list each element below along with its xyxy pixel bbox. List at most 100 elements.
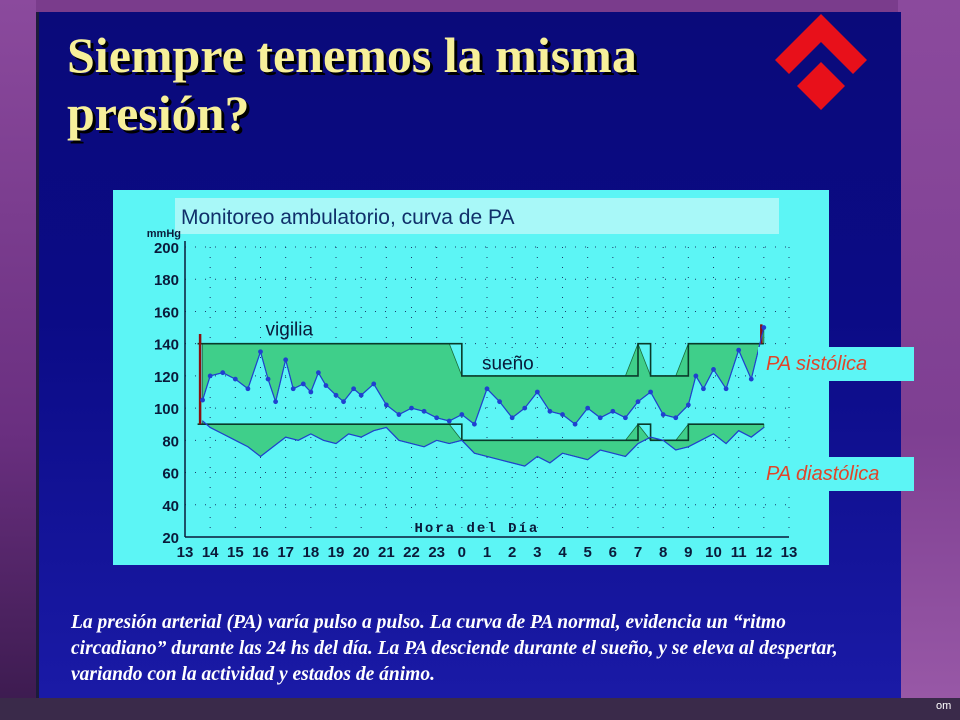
data-point xyxy=(761,325,767,330)
x-axis-label: Hora del Día xyxy=(415,521,540,537)
y-tick-label: 20 xyxy=(162,530,179,547)
data-point xyxy=(434,415,440,421)
x-tick-label: 0 xyxy=(458,544,466,561)
systolic-label: PA sistólica xyxy=(758,347,914,381)
data-point xyxy=(660,412,666,417)
data-point xyxy=(585,405,591,411)
x-tick-label: 9 xyxy=(684,544,692,561)
y-tick-label: 140 xyxy=(154,337,179,354)
data-point xyxy=(635,399,641,405)
data-point xyxy=(723,386,729,392)
y-tick-label: 200 xyxy=(154,240,179,257)
x-tick-label: 2 xyxy=(508,544,516,561)
x-tick-label: 1 xyxy=(483,544,491,561)
data-point xyxy=(351,386,357,392)
y-tick-label: 40 xyxy=(162,498,179,515)
data-point xyxy=(446,418,452,424)
x-tick-label: 14 xyxy=(202,544,219,561)
x-tick-label: 3 xyxy=(533,544,541,561)
data-point xyxy=(572,421,578,427)
slide-title: Siempre tenemos la misma presión? xyxy=(67,27,637,141)
y-axis-label: mmHg xyxy=(147,228,181,240)
slide: Siempre tenemos la misma presión? Monito… xyxy=(36,12,914,698)
data-point xyxy=(341,399,346,405)
sleep-annotation: sueño xyxy=(482,353,534,374)
data-point xyxy=(748,376,754,382)
x-tick-label: 8 xyxy=(659,544,667,561)
x-tick-label: 21 xyxy=(378,544,395,561)
data-point xyxy=(623,415,628,421)
y-tick-label: 120 xyxy=(154,369,179,386)
data-point xyxy=(685,402,691,408)
data-point xyxy=(396,412,402,417)
data-point xyxy=(673,415,679,421)
data-point xyxy=(308,389,314,395)
data-point xyxy=(459,412,465,417)
data-point xyxy=(522,405,528,411)
diastolic-limit-line xyxy=(197,423,764,442)
data-point xyxy=(258,349,263,355)
red-diamond-chevron-logo xyxy=(775,14,867,110)
data-point xyxy=(207,373,213,379)
data-point xyxy=(547,408,553,414)
data-point xyxy=(597,415,603,421)
x-tick-label: 22 xyxy=(403,544,420,561)
chart-title: Monitoreo ambulatorio, curva de PA xyxy=(181,206,514,229)
data-point xyxy=(509,415,515,421)
x-tick-label: 23 xyxy=(428,544,445,561)
chart-title-box xyxy=(175,198,779,234)
x-tick-label: 19 xyxy=(328,544,345,561)
x-tick-label: 7 xyxy=(634,544,642,561)
data-point xyxy=(265,376,271,382)
x-tick-label: 5 xyxy=(583,544,591,561)
y-tick-label: 180 xyxy=(154,272,179,289)
data-point xyxy=(358,392,364,398)
x-tick-label: 6 xyxy=(609,544,617,561)
diastolic-label: PA diastólica xyxy=(758,457,914,491)
x-tick-label: 4 xyxy=(558,544,567,561)
y-tick-label: 160 xyxy=(154,304,179,321)
x-tick-label: 12 xyxy=(755,544,772,561)
data-point xyxy=(421,408,427,414)
x-tick-label: 10 xyxy=(705,544,722,561)
data-point xyxy=(736,347,742,353)
data-point xyxy=(315,370,321,376)
data-point xyxy=(273,399,278,405)
background-left-panel xyxy=(0,0,36,720)
data-point xyxy=(472,421,477,427)
y-tick-label: 60 xyxy=(162,466,179,483)
data-point xyxy=(200,397,206,403)
x-tick-label: 16 xyxy=(252,544,269,561)
data-point xyxy=(701,386,706,392)
data-point xyxy=(534,389,540,395)
data-point xyxy=(497,399,502,405)
x-tick-label: 13 xyxy=(781,544,798,561)
data-point xyxy=(245,386,251,392)
y-tick-label: 80 xyxy=(162,433,179,450)
corner-text: om xyxy=(936,700,952,712)
data-point xyxy=(220,370,226,376)
data-point xyxy=(648,389,653,395)
data-point xyxy=(484,386,490,392)
y-tick-label: 100 xyxy=(154,401,179,418)
data-point xyxy=(560,412,565,417)
data-point xyxy=(711,367,716,372)
x-tick-label: 18 xyxy=(302,544,319,561)
data-point xyxy=(290,386,296,392)
data-point xyxy=(383,402,389,408)
data-point xyxy=(232,376,238,382)
data-point xyxy=(610,408,616,414)
x-tick-label: 15 xyxy=(227,544,244,561)
data-point xyxy=(283,357,289,363)
data-point xyxy=(409,405,414,411)
data-point xyxy=(333,392,339,398)
background-bottom-strip xyxy=(0,698,960,720)
data-point xyxy=(323,383,329,388)
bp-chart: Monitoreo ambulatorio, curva de PA204060… xyxy=(113,190,829,565)
x-tick-label: 11 xyxy=(731,544,747,561)
wake-annotation: vigilia xyxy=(266,320,314,341)
data-point xyxy=(693,373,699,379)
slide-body-text: La presión arterial (PA) varía pulso a p… xyxy=(71,612,838,685)
data-point xyxy=(300,381,306,387)
data-point xyxy=(371,381,377,387)
